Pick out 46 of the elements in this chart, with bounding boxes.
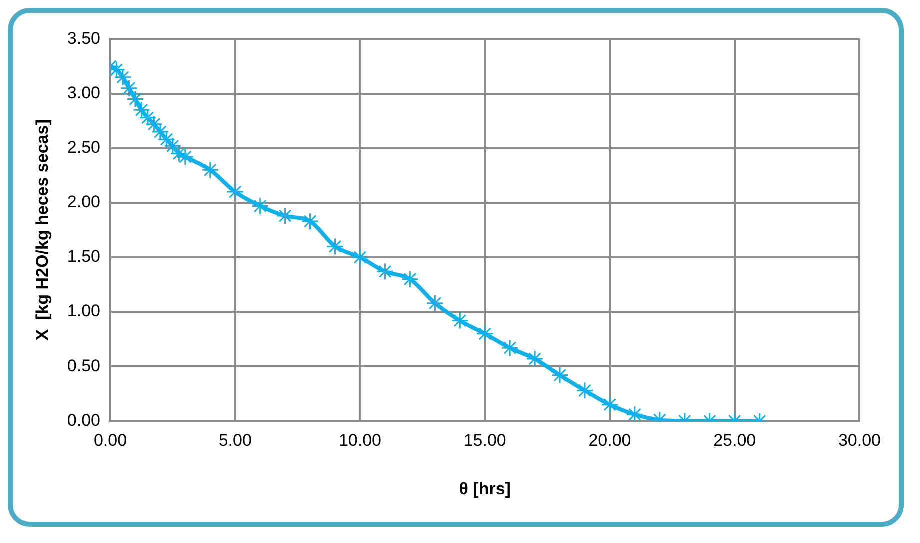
point	[132, 101, 150, 119]
point	[152, 123, 170, 141]
point	[202, 161, 220, 179]
point	[376, 262, 394, 280]
point	[501, 339, 519, 357]
x-tick-label: 30.00	[838, 431, 882, 450]
point	[276, 207, 294, 225]
x-tick-label: 0.00	[94, 431, 128, 450]
y-tick-label: 3.00	[67, 83, 100, 102]
point	[158, 130, 176, 148]
point	[302, 212, 320, 230]
y-tick-label: 2.50	[67, 138, 100, 158]
point	[426, 294, 444, 312]
y-axis-title: X [kg H2O/kg heces secas]	[32, 120, 52, 341]
point	[601, 396, 619, 414]
point	[451, 312, 469, 330]
y-tick-label: 3.50	[67, 28, 100, 48]
y-tick-label: 1.00	[67, 302, 100, 321]
point	[164, 137, 182, 155]
point	[126, 90, 144, 108]
point	[551, 366, 569, 384]
point	[326, 238, 344, 256]
x-tick-label: 15.00	[464, 431, 506, 450]
point	[401, 270, 419, 288]
y-tick-label: 0.50	[67, 356, 100, 376]
point	[351, 248, 369, 266]
point	[114, 68, 132, 86]
y-tick-label: 2.00	[67, 192, 100, 212]
point	[252, 197, 270, 215]
point	[226, 183, 244, 201]
y-tick-label: 1.50	[67, 247, 100, 266]
point	[476, 325, 494, 343]
x-axis-title: θ [hrs]	[459, 479, 511, 498]
point	[626, 406, 644, 422]
x-tick-label: 5.00	[218, 431, 252, 450]
point	[526, 350, 544, 368]
point	[145, 116, 163, 134]
point	[170, 145, 188, 163]
point	[139, 109, 157, 127]
y-tick-label: 0.00	[67, 410, 100, 430]
point	[120, 80, 138, 98]
point	[576, 382, 594, 400]
x-tick-label: 25.00	[714, 431, 756, 450]
point	[176, 148, 194, 166]
x-tick-label: 10.00	[338, 431, 382, 450]
x-tick-label: 20.00	[588, 431, 632, 450]
